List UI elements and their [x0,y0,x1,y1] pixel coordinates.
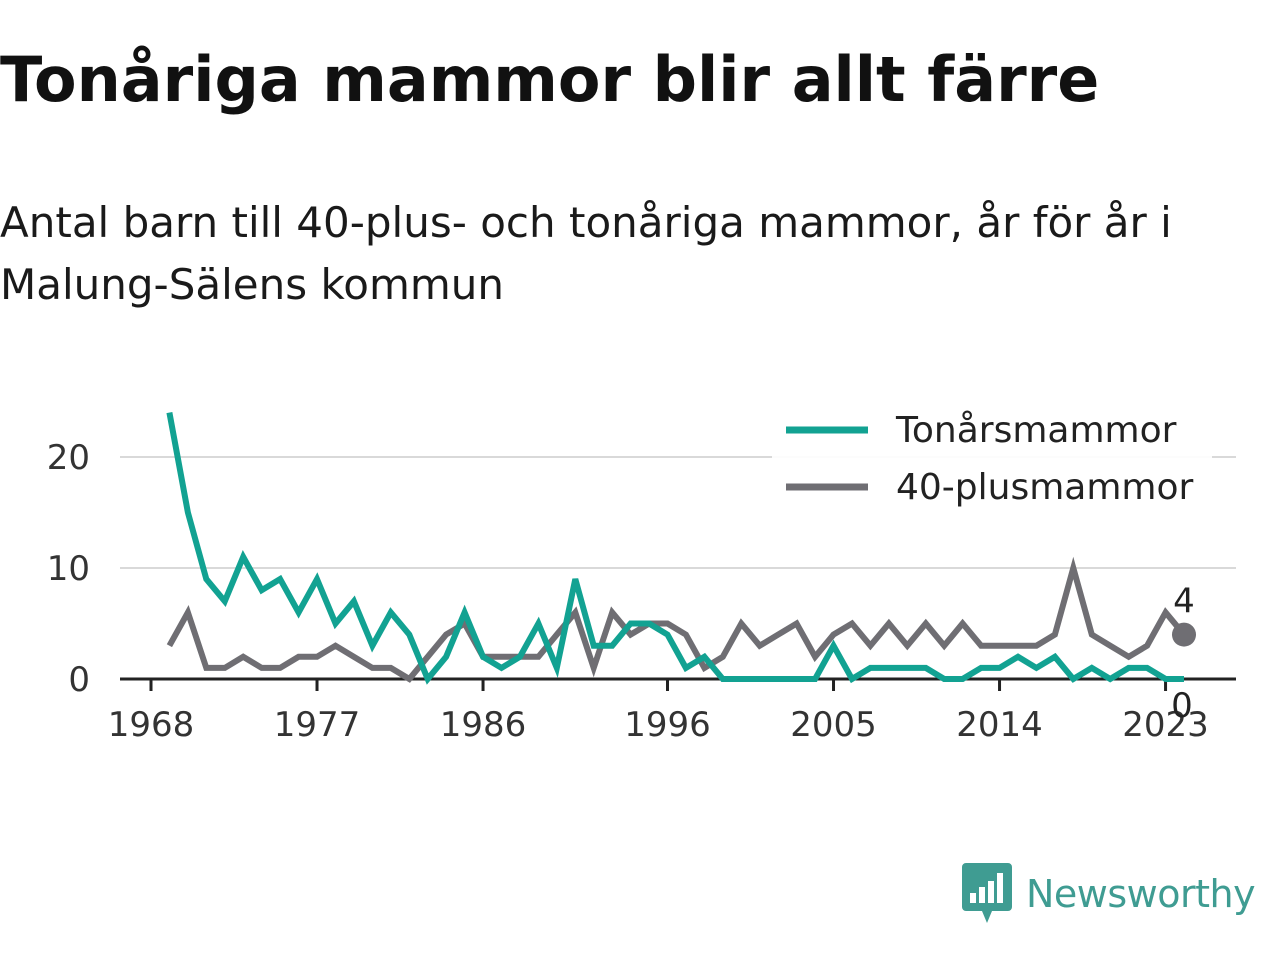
end-point-40-plusmammor [1172,622,1196,647]
brand-name: Newsworthy [1026,872,1256,916]
y-tick-label: 20 [47,438,90,478]
legend-background [772,406,1212,516]
x-tick-label: 1977 [274,705,361,745]
bar-chart-icon [962,863,1012,923]
x-tick-label: 2014 [956,705,1043,745]
x-tick-label: 1968 [108,705,195,745]
x-tick-label: 1986 [440,705,527,745]
legend: Tonårsmammor 40-plusmammor [772,406,1212,516]
chart-title: Tonåriga mammor blir allt färre [0,43,1100,116]
end-label-tonarsmammor: 0 [1171,686,1193,726]
y-tick-label: 0 [68,660,90,700]
x-tick-label: 1996 [624,705,711,745]
y-tick-label: 10 [47,549,90,589]
series-line-40-plusmammor [166,556,1187,683]
series-lines [166,412,1187,685]
x-tick-label: 2023 [1122,705,1209,745]
series-line-tonarsmammor [166,412,1184,685]
y-axis-ticks: 0 10 20 [47,438,90,700]
end-label-40-plusmammor: 4 [1173,582,1195,622]
legend-label: 40-plusmammor [896,467,1194,508]
legend-label: Tonårsmammor [895,410,1177,451]
x-tick-label: 2005 [790,705,877,745]
chart-subtitle: Antal barn till 40-plus- och tonåriga ma… [0,198,1172,309]
end-labels: 40 [1171,582,1196,726]
x-axis-ticks: 1968 1977 1986 1996 2005 2014 2023 [108,679,1209,745]
brand-logo: Newsworthy [962,862,1256,926]
